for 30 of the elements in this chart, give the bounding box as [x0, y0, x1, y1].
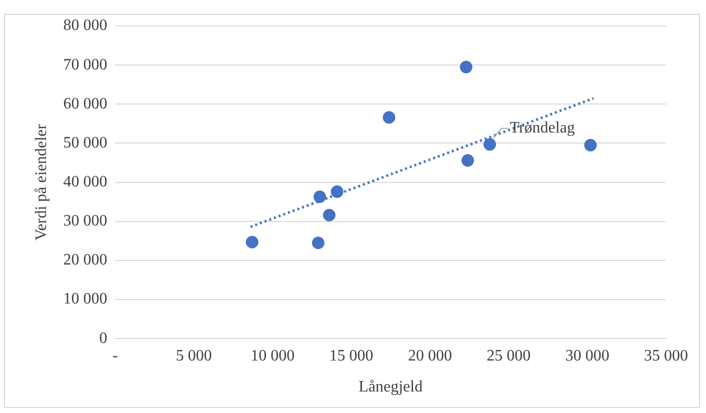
point	[312, 236, 324, 250]
annotation: Trøndelag	[510, 120, 575, 137]
y-tick-label: 10 000	[63, 290, 108, 308]
point	[382, 111, 396, 124]
x-tick-label: 10 000	[250, 347, 295, 364]
x-tick-label: 5 000	[176, 347, 212, 364]
point	[461, 154, 474, 167]
point	[584, 138, 597, 152]
x-tick-label: 15 000	[329, 347, 374, 364]
y-tick-label: 50 000	[63, 134, 108, 152]
y-tick-label: 40 000	[63, 174, 108, 191]
point	[246, 236, 258, 248]
y-tick-label: 20 000	[63, 252, 108, 269]
point	[483, 138, 496, 151]
y-tick-label: 60 000	[63, 95, 108, 112]
x-tick-label: 35 000	[644, 347, 688, 364]
y-tick-label: 70 000	[63, 56, 108, 74]
x-axis-title: Lånegjeld	[358, 378, 423, 396]
point	[460, 60, 472, 74]
x-tick-label: 20 000	[408, 347, 452, 364]
point	[322, 208, 336, 222]
x-tick-label: 25 000	[486, 347, 531, 364]
x-tick-label: -	[112, 347, 118, 364]
point	[330, 185, 344, 198]
y-tick-label: 30 000	[63, 212, 108, 230]
y-axis-title: Verdi på eiendeler	[32, 123, 50, 240]
y-tick-label: 0	[99, 330, 108, 347]
point	[314, 190, 326, 204]
x-tick-label: 30 000	[565, 347, 610, 364]
y-tick-label: 80 000	[63, 17, 108, 34]
